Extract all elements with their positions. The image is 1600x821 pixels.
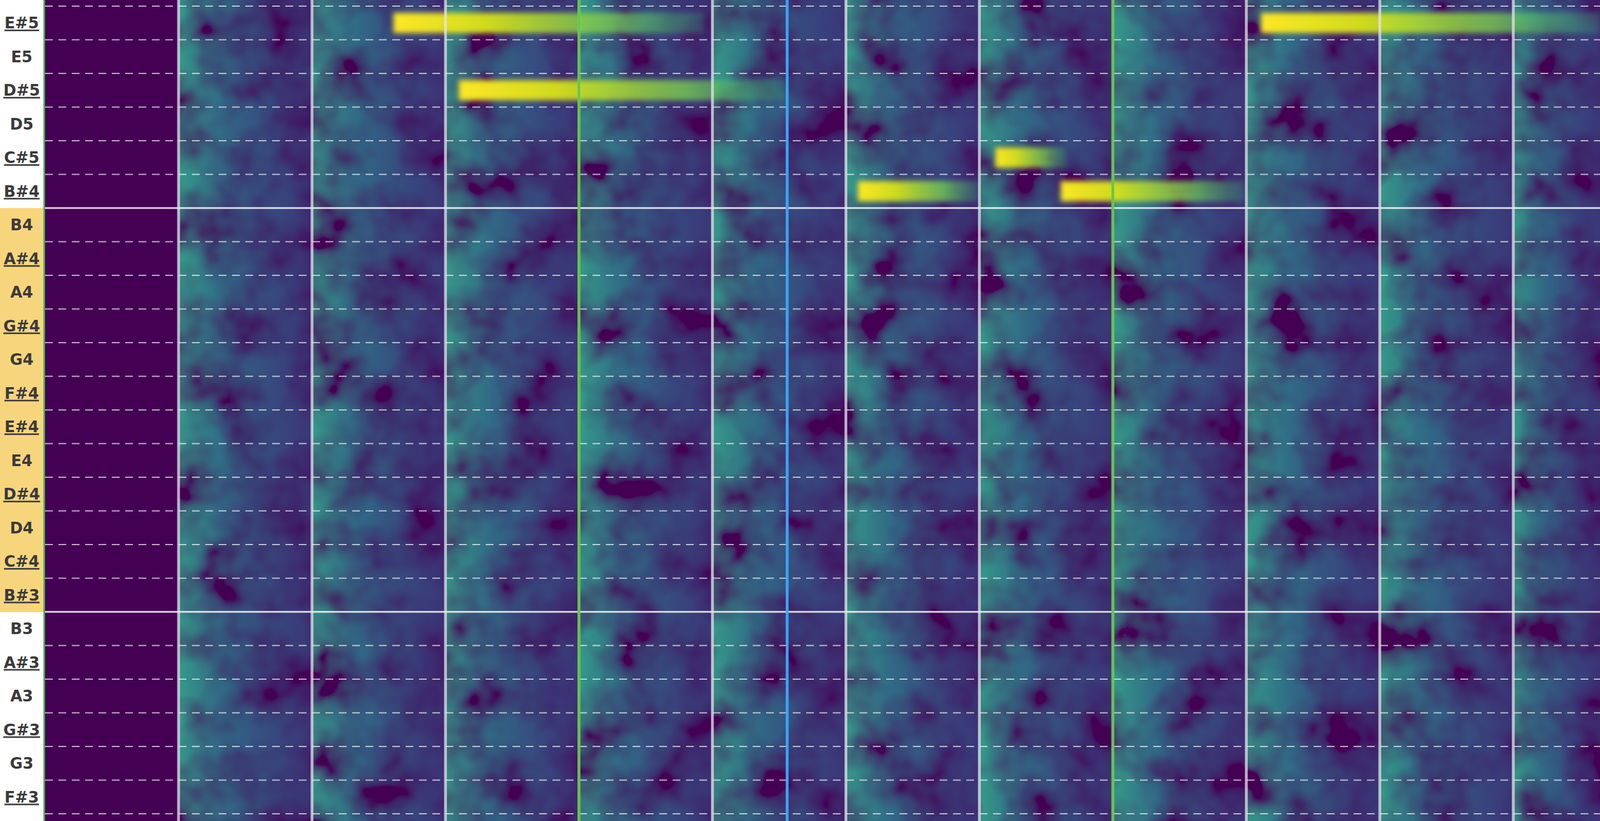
row-highlight <box>0 342 44 377</box>
row-grid-line <box>45 813 1600 815</box>
row-grid-line <box>45 207 1600 210</box>
chart-root: E#5 E5 D#5 D5 C#5 B#4 B4 A#4 A4 G#4 G4 F#4 E#4 E4 D#4 D… <box>0 0 1600 821</box>
axis-line <box>43 0 46 821</box>
note <box>857 181 980 202</box>
row-grid-line <box>45 611 1600 614</box>
row-label: A#4 <box>3 249 41 269</box>
row-highlight <box>0 578 44 613</box>
row-grid-line <box>45 409 1600 411</box>
row-grid-line <box>45 712 1600 714</box>
row-label: G#4 <box>3 317 41 336</box>
row-label: A3 <box>10 687 33 706</box>
row-highlight <box>0 376 44 411</box>
row-highlight <box>0 410 44 444</box>
row-grid-line <box>45 645 1600 647</box>
beat-line <box>978 0 981 821</box>
row-highlight <box>0 242 44 276</box>
row-grid-line <box>45 376 1600 378</box>
row-label: D5 <box>10 115 34 134</box>
row-label: D4 <box>10 519 34 538</box>
row-grid-line <box>45 174 1600 176</box>
measure-line <box>1111 0 1115 821</box>
row-label: G#3 <box>3 721 41 740</box>
row-grid-line <box>45 476 1600 478</box>
beat-line <box>844 0 848 821</box>
row-label: G3 <box>10 754 34 773</box>
row-grid-line <box>45 39 1600 41</box>
chart: E#5 E5 D#5 D5 C#5 B#4 B4 A#4 A4 G#4 G4 F#4 E#4 E4 D#4 D… <box>0 0 1600 821</box>
note <box>393 12 705 33</box>
measure-line <box>577 0 581 821</box>
note <box>458 80 787 101</box>
row-label: B#3 <box>3 586 40 605</box>
row-label: E4 <box>11 451 33 471</box>
row-highlight <box>0 511 44 546</box>
row-label: A4 <box>10 283 33 302</box>
beat-line <box>443 0 447 821</box>
row-label: E5 <box>11 47 33 67</box>
plot-area <box>45 0 1600 821</box>
row-highlight <box>0 477 44 512</box>
row-label: B3 <box>10 619 34 639</box>
row-label: G4 <box>10 350 34 369</box>
beat-line <box>710 0 714 821</box>
row-highlight <box>0 309 44 344</box>
row-label: E#4 <box>4 417 39 437</box>
playhead <box>785 0 789 821</box>
row-label: F#3 <box>4 788 39 807</box>
note <box>1060 181 1246 202</box>
row-grid-line <box>45 274 1600 276</box>
row-label: C#4 <box>3 552 40 571</box>
row-grid-line <box>45 140 1600 142</box>
row-grid-line <box>45 5 1600 7</box>
note <box>995 147 1066 168</box>
row-label: D#5 <box>3 81 41 100</box>
row-highlight <box>0 275 44 310</box>
row-grid-line <box>45 779 1600 782</box>
row-label: C#5 <box>3 148 40 167</box>
row-grid-line <box>45 241 1600 243</box>
row-grid-line <box>45 106 1600 108</box>
beat-line <box>577 0 581 821</box>
beat-line <box>1245 0 1248 821</box>
row-highlight <box>0 544 44 579</box>
row-grid-line <box>45 308 1600 310</box>
beat-line <box>1378 0 1382 821</box>
row-label: E#5 <box>4 13 39 33</box>
row-grid-line <box>45 510 1600 512</box>
row-grid-line <box>45 544 1600 546</box>
row-label: F#4 <box>4 384 39 403</box>
row-highlight <box>0 208 44 243</box>
row-highlight <box>0 443 44 478</box>
plot-background <box>45 0 1600 821</box>
beat-line <box>1512 0 1515 821</box>
row-label: A#3 <box>3 653 41 673</box>
label-column <box>0 0 46 821</box>
row-grid-line <box>45 72 1600 74</box>
row-grid-line <box>45 443 1600 445</box>
row-grid-line <box>45 342 1600 344</box>
beat-line <box>1111 0 1115 821</box>
row-grid-line <box>45 746 1600 748</box>
row-grid-line <box>45 678 1600 680</box>
beat-line <box>310 0 314 821</box>
row-label: D#4 <box>3 485 41 504</box>
beat-line <box>176 0 180 821</box>
note <box>1261 12 1600 33</box>
row-grid-line <box>45 578 1600 580</box>
row-label: B4 <box>10 215 34 235</box>
row-label: B#4 <box>3 182 40 201</box>
